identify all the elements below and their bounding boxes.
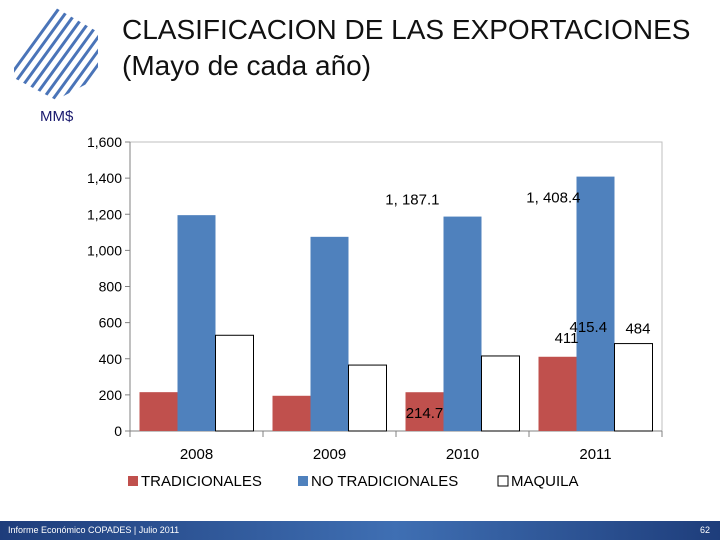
- data-label: 415.4: [570, 319, 608, 336]
- legend-label-tradicionales: TRADICIONALES: [141, 473, 262, 490]
- footer-text: Informe Económico COPADES | Julio 2011: [8, 525, 180, 535]
- page-title: CLASIFICACION DE LAS EXPORTACIONES (Mayo…: [122, 12, 702, 84]
- bar-no-tradicionales-2011: [576, 176, 615, 431]
- bar-maquila-2010: [481, 355, 520, 432]
- x-tick-label: 2008: [180, 446, 213, 463]
- y-tick-label: 0: [114, 423, 122, 439]
- data-label: 484: [625, 321, 650, 338]
- bar-tradicionales-2008: [139, 392, 178, 431]
- logo-icon: [14, 8, 98, 100]
- y-tick-label: 1,000: [87, 242, 122, 258]
- legend-swatch-tradicionales: [128, 476, 138, 486]
- title-line-2: (Mayo de cada año): [122, 50, 372, 81]
- data-label: 214.7: [406, 405, 444, 422]
- legend-swatch-no-tradicionales: [298, 476, 308, 486]
- bar-no-tradicionales-2010: [443, 216, 482, 431]
- bar-tradicionales-2009: [272, 395, 311, 431]
- y-tick-label: 800: [99, 279, 123, 295]
- y-tick-label: 1,200: [87, 206, 122, 222]
- legend-label-no-tradicionales: NO TRADICIONALES: [311, 473, 458, 490]
- bar-tradicionales-2010: [405, 392, 444, 431]
- bar-no-tradicionales-2009: [310, 236, 349, 431]
- bar-maquila-2008: [215, 334, 254, 432]
- page-number: 62: [699, 525, 710, 535]
- data-label: 1, 408.4: [526, 190, 580, 207]
- title-line-1: CLASIFICACION DE LAS EXPORTACIONES: [122, 14, 691, 45]
- bar-chart: 0 200 400 600 800 1,000 1,200 1,400 1,600 2008 200…: [87, 134, 663, 490]
- x-tick-label: 2009: [313, 446, 346, 463]
- data-label: 1, 187.1: [385, 192, 439, 209]
- y-axis-unit-label: MM$: [40, 108, 74, 125]
- data-label: 411: [555, 330, 579, 347]
- bar-maquila-2011: [614, 343, 653, 432]
- y-tick-label: 200: [99, 387, 123, 403]
- x-tick-label: 2010: [446, 446, 479, 463]
- bar-maquila-2009: [348, 364, 387, 432]
- legend-swatch-maquila: [497, 475, 509, 487]
- x-tick-label: 2011: [579, 446, 611, 463]
- legend-label-maquila: MAQUILA: [511, 473, 579, 490]
- y-tick-label: 1,600: [87, 134, 122, 150]
- bar-tradicionales-2011: [538, 356, 577, 431]
- bar-no-tradicionales-2008: [177, 215, 216, 431]
- footer-bar: [0, 521, 720, 540]
- y-tick-label: 600: [99, 315, 123, 331]
- y-tick-label: 1,400: [87, 170, 122, 186]
- y-tick-label: 400: [99, 351, 123, 367]
